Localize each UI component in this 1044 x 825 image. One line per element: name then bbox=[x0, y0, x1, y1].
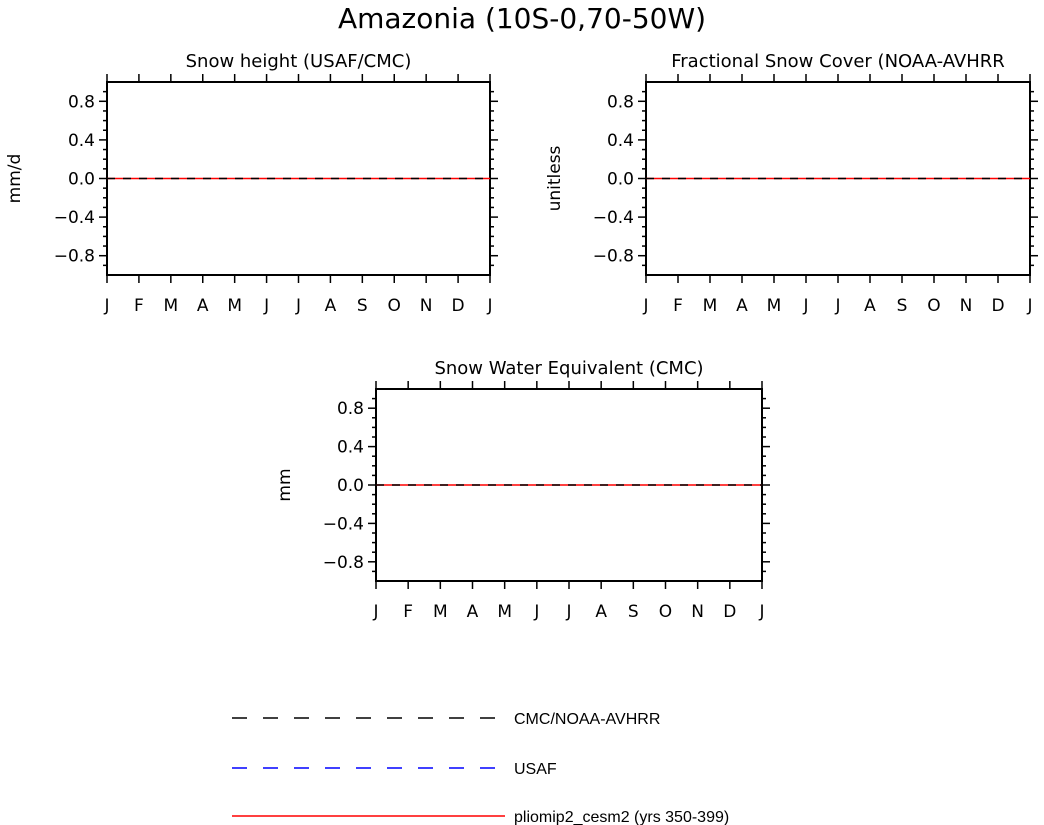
y-tick-label: 0.4 bbox=[607, 131, 634, 151]
x-tick-label: O bbox=[927, 296, 940, 316]
y-tick-label: 0.8 bbox=[68, 92, 95, 112]
x-tick-label: M bbox=[163, 296, 178, 316]
x-tick-label: N bbox=[960, 296, 973, 316]
main-title: Amazonia (10S-0,70-50W) bbox=[338, 2, 706, 35]
y-axis-label: mm/d bbox=[5, 154, 25, 204]
x-tick-label: D bbox=[991, 296, 1004, 316]
x-tick-label: F bbox=[134, 296, 144, 316]
x-tick-label: D bbox=[723, 602, 736, 622]
x-tick-label: A bbox=[197, 296, 209, 316]
panel-2: 0.80.40.0−0.4−0.8J F M A M J J A S O N D JFractional… bbox=[545, 51, 1038, 316]
x-tick-label: J bbox=[565, 602, 571, 622]
x-tick-label: J bbox=[372, 602, 378, 622]
x-tick-label: A bbox=[325, 296, 337, 316]
x-tick-label: A bbox=[467, 602, 479, 622]
y-axis-label: unitless bbox=[545, 145, 565, 211]
y-tick-label: 0.0 bbox=[68, 170, 95, 190]
y-tick-label: −0.4 bbox=[593, 208, 634, 228]
y-axis-label: mm bbox=[275, 468, 295, 501]
panel-title: Snow Water Equivalent (CMC) bbox=[434, 358, 703, 379]
y-tick-label: −0.8 bbox=[54, 247, 95, 267]
x-tick-label: M bbox=[767, 296, 782, 316]
x-tick-label: M bbox=[227, 296, 242, 316]
y-tick-label: 0.4 bbox=[337, 438, 364, 458]
legend-label: USAF bbox=[514, 761, 557, 778]
x-tick-label: J bbox=[103, 296, 109, 316]
legend-label: CMC/NOAA-AVHRR bbox=[514, 711, 660, 728]
x-tick-label: J bbox=[295, 296, 301, 316]
x-tick-label: F bbox=[403, 602, 413, 622]
x-tick-label: J bbox=[486, 296, 492, 316]
y-tick-label: 0.8 bbox=[337, 399, 364, 419]
x-tick-label: J bbox=[533, 602, 539, 622]
y-tick-label: −0.8 bbox=[323, 553, 364, 573]
y-tick-label: 0.0 bbox=[337, 476, 364, 496]
x-tick-label: J bbox=[802, 296, 808, 316]
x-tick-label: O bbox=[388, 296, 401, 316]
x-tick-label: J bbox=[642, 296, 648, 316]
x-tick-label: M bbox=[433, 602, 448, 622]
x-tick-label: J bbox=[263, 296, 269, 316]
y-tick-label: 0.8 bbox=[607, 92, 634, 112]
x-tick-label: D bbox=[452, 296, 465, 316]
x-tick-label: S bbox=[357, 296, 368, 316]
y-tick-label: −0.8 bbox=[593, 247, 634, 267]
x-tick-label: O bbox=[659, 602, 672, 622]
x-tick-label: A bbox=[864, 296, 876, 316]
x-tick-label: F bbox=[673, 296, 683, 316]
x-tick-label: M bbox=[703, 296, 718, 316]
legend-label: pliomip2_cesm2 (yrs 350-399) bbox=[514, 809, 729, 825]
x-tick-label: N bbox=[420, 296, 433, 316]
y-tick-label: 0.0 bbox=[607, 170, 634, 190]
x-tick-label: J bbox=[758, 602, 764, 622]
x-tick-label: S bbox=[628, 602, 639, 622]
panel-title: Fractional Snow Cover (NOAA-AVHRR bbox=[671, 51, 1005, 72]
x-tick-label: S bbox=[897, 296, 908, 316]
x-tick-label: J bbox=[1026, 296, 1032, 316]
panel-title: Snow height (USAF/CMC) bbox=[186, 51, 412, 72]
y-tick-label: −0.4 bbox=[54, 208, 95, 228]
x-tick-label: A bbox=[595, 602, 607, 622]
y-tick-label: 0.4 bbox=[68, 131, 95, 151]
legend: CMC/NOAA-AVHRR USAF pliomip2_cesm2 (yrs 35… bbox=[232, 711, 729, 825]
y-tick-label: −0.4 bbox=[323, 514, 364, 534]
x-tick-label: M bbox=[497, 602, 512, 622]
x-tick-label: J bbox=[834, 296, 840, 316]
x-tick-label: A bbox=[736, 296, 748, 316]
x-tick-label: N bbox=[691, 602, 704, 622]
